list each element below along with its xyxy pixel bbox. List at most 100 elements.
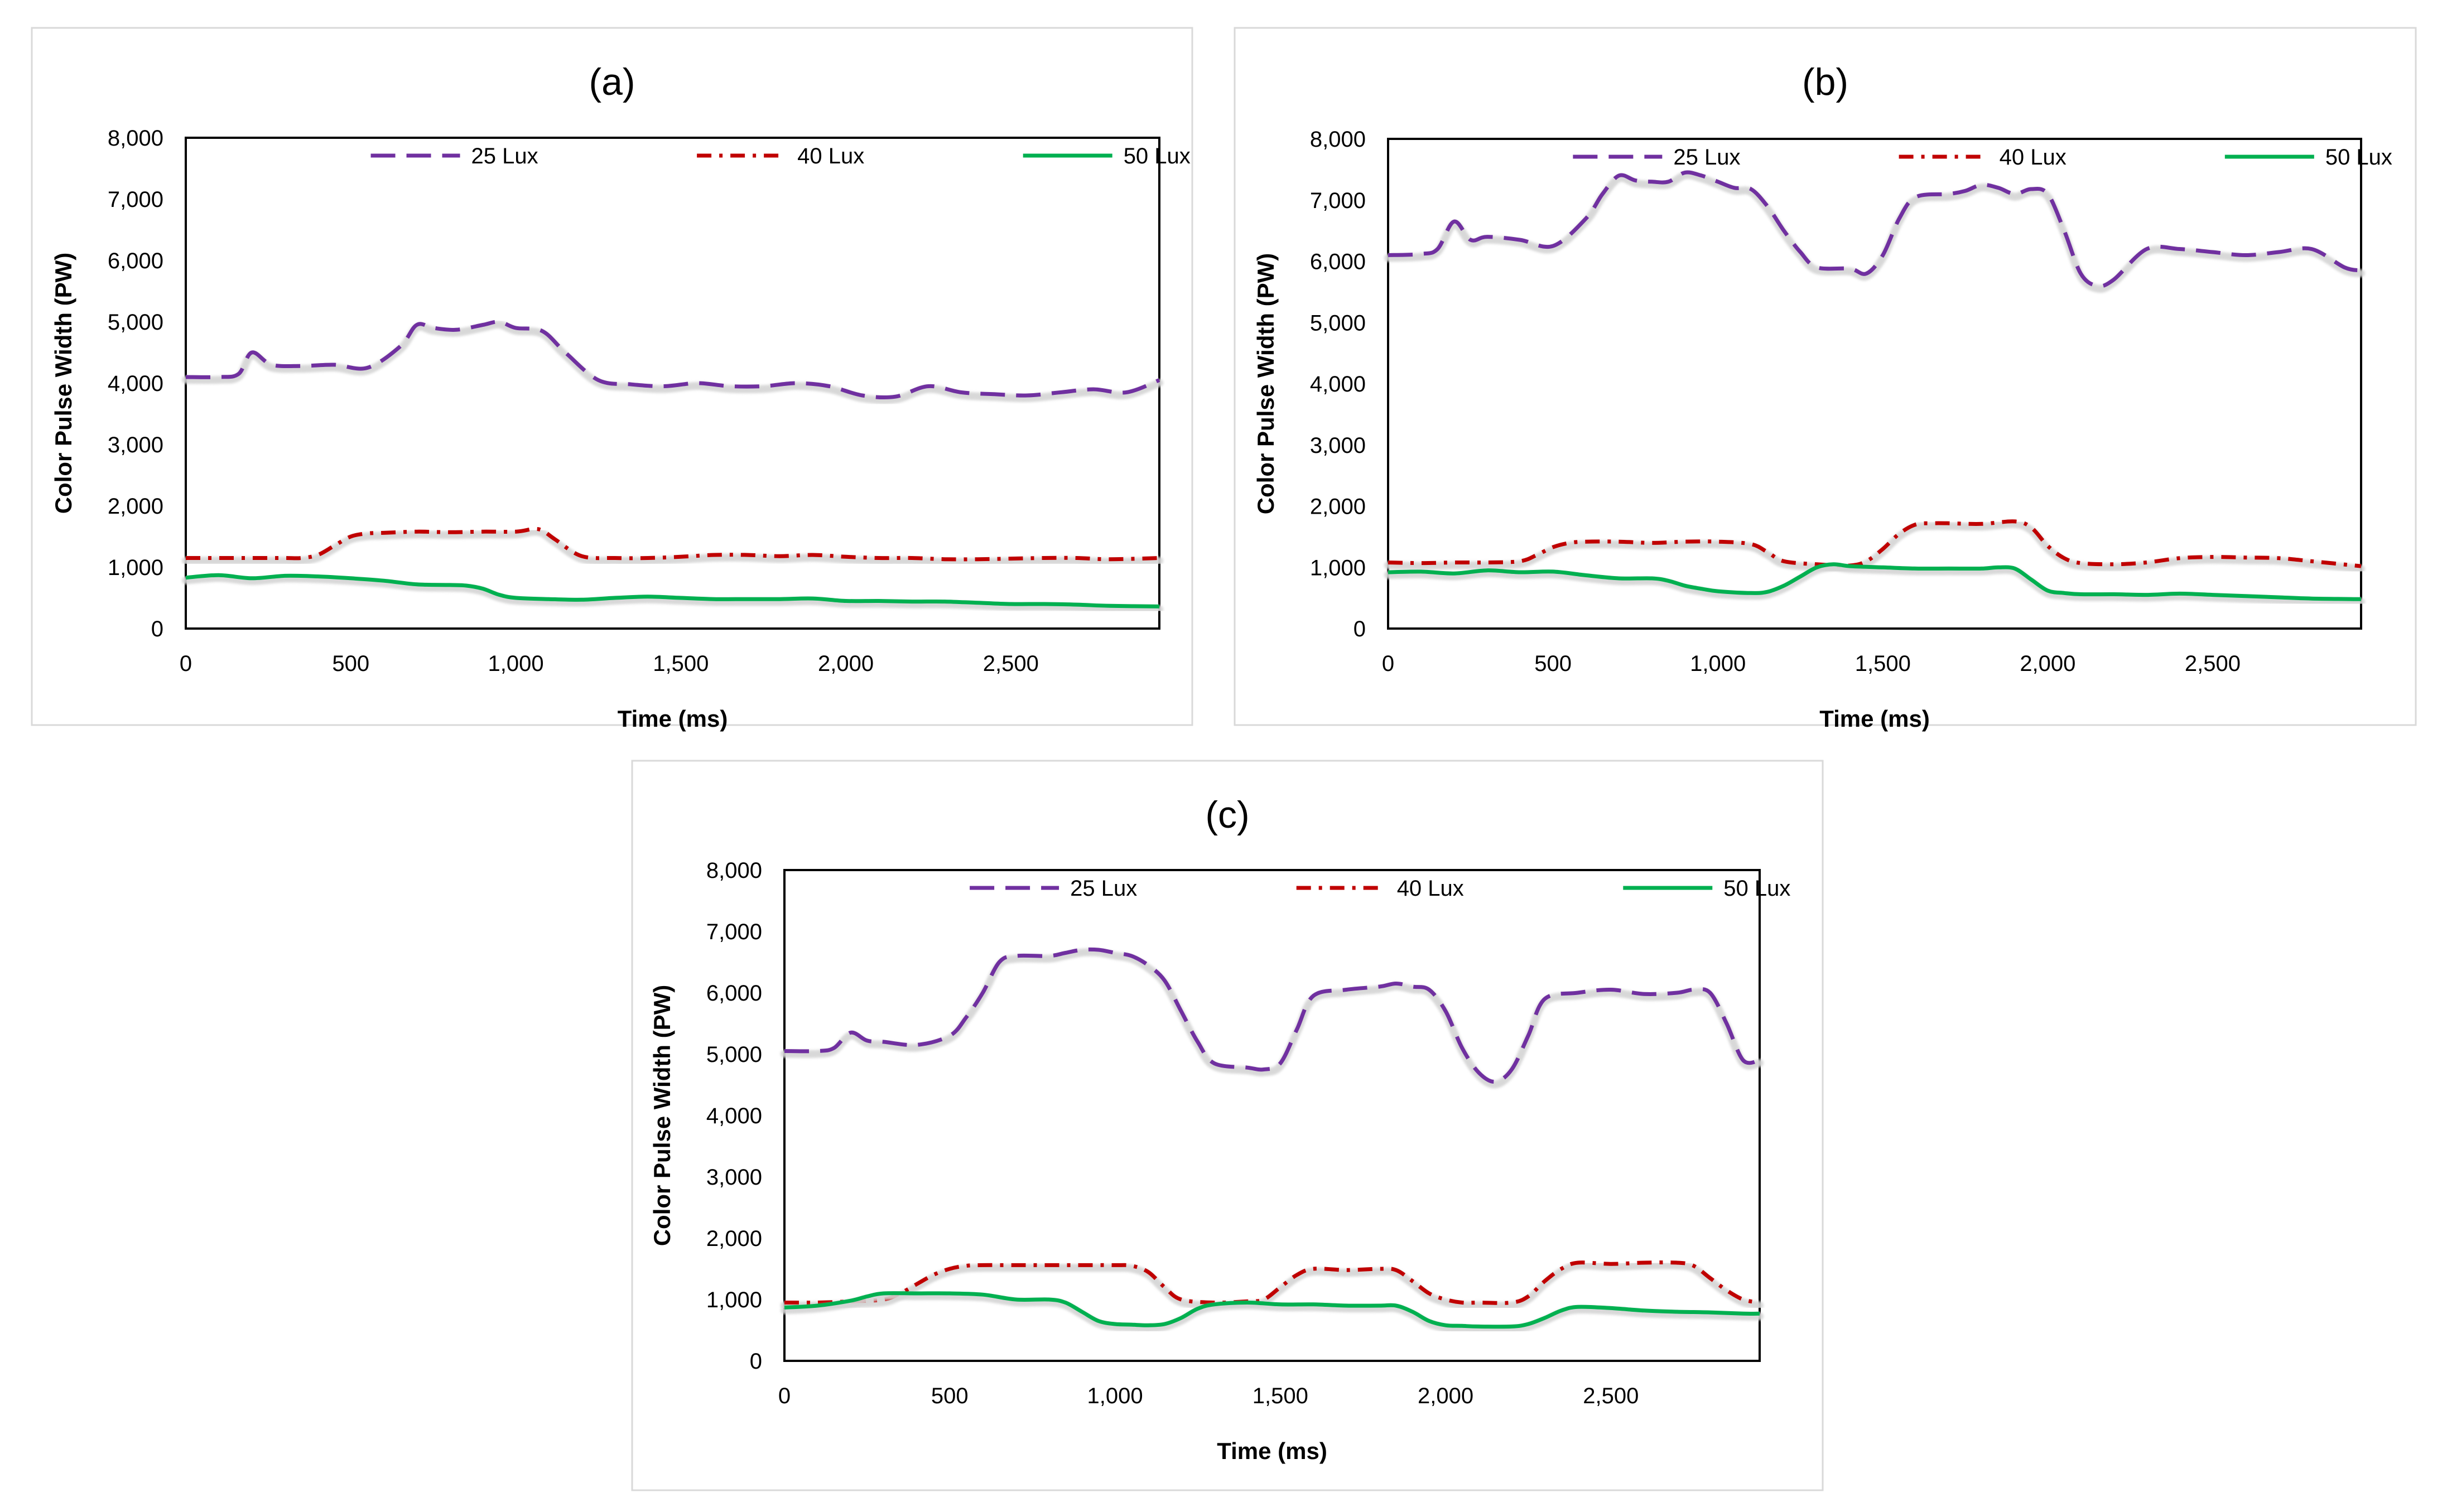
y-tick-label: 2,000: [706, 1226, 762, 1251]
plot-area-frame: [783, 869, 1761, 1362]
chart-title: (c): [1205, 794, 1249, 836]
chart-panel-a: (a) 0 1,000 2,000 3,000 4,000 5,000 6,000 7,000 8…: [31, 27, 1193, 732]
x-tick-label: 0: [1382, 651, 1394, 676]
legend-label: 50 Lux: [1124, 144, 1191, 168]
chart-title: (b): [1802, 61, 1848, 103]
series-shadow-50-lux: [1384, 563, 2365, 606]
y-axis-ticks: 0 1,000 2,000 3,000 4,000 5,000 6,000 7,000 8,00…: [108, 126, 163, 641]
y-tick-label: 6,000: [706, 981, 762, 1006]
x-tick-label: 1,000: [488, 651, 543, 676]
y-tick-label: 1,000: [1310, 555, 1366, 580]
legend-label: 40 Lux: [2000, 145, 2067, 170]
legend-label: 25 Lux: [471, 144, 538, 168]
legend-label: 50 Lux: [2325, 145, 2392, 170]
y-axis-ticks: 0 1,000 2,000 3,000 4,000 5,000 6,000 7,000 8,00…: [1310, 127, 1366, 641]
x-tick-label: 0: [778, 1384, 791, 1408]
y-tick-label: 8,000: [108, 126, 163, 151]
x-axis-label: Time (ms): [1819, 706, 1930, 732]
y-tick-label: 3,000: [706, 1165, 762, 1190]
series-line-25-lux: [185, 320, 1160, 400]
chart-panel-c: (c) 0 1,000 2,000 3,000 4,000 5,000 6,000 7,000 8…: [631, 760, 1824, 1491]
y-tick-label: 5,000: [1310, 311, 1366, 335]
x-axis-ticks: 0 500 1,000 1,500 2,000 2,500: [180, 651, 1039, 676]
legend-label: 25 Lux: [1070, 876, 1137, 901]
y-tick-label: 1,000: [706, 1288, 762, 1312]
series-shadow-40-lux: [781, 1261, 1764, 1310]
series-line-50-lux: [185, 573, 1160, 608]
y-tick-label: 7,000: [706, 920, 762, 944]
y-axis-ticks: 0 1,000 2,000 3,000 4,000 5,000 6,000 7,000 8,00…: [706, 858, 762, 1374]
series-shadow-25-lux: [1384, 171, 2365, 293]
y-tick-label: 0: [750, 1349, 762, 1374]
y-tick-label: 5,000: [706, 1042, 762, 1067]
panel-border: [1234, 27, 2417, 726]
y-axis-label: Color Pulse Width (PW): [649, 985, 675, 1247]
x-tick-label: 500: [332, 651, 369, 676]
series-shadow-40-lux: [182, 528, 1163, 566]
series-line-40-lux: [1388, 519, 2362, 568]
x-tick-label: 2,500: [2185, 651, 2241, 676]
y-tick-label: 7,000: [1310, 189, 1366, 213]
plot-area-frame: [1387, 138, 2362, 630]
series-shadow-25-lux: [182, 320, 1163, 404]
series-shadow-50-lux: [182, 574, 1163, 614]
y-tick-label: 6,000: [108, 249, 163, 273]
x-tick-label: 1,000: [1087, 1384, 1143, 1408]
series-line-50-lux: [1388, 562, 2362, 601]
series-line-25-lux: [1388, 170, 2362, 288]
x-tick-label: 2,500: [1583, 1384, 1639, 1408]
series-shadow-50-lux: [781, 1292, 1764, 1334]
y-tick-label: 1,000: [108, 555, 163, 580]
y-tick-label: 2,000: [1310, 495, 1366, 519]
x-tick-label: 1,500: [653, 651, 709, 676]
y-axis-label: Color Pulse Width (PW): [1253, 253, 1279, 515]
y-tick-label: 3,000: [108, 433, 163, 457]
legend-label: 40 Lux: [797, 144, 864, 168]
series-lines: [1384, 170, 2365, 606]
legend: 25 Lux 40 Lux 50 Lux: [970, 876, 1790, 901]
x-axis-ticks: 0 500 1,000 1,500 2,000 2,500: [778, 1384, 1639, 1408]
series-lines: [182, 320, 1163, 614]
y-axis-label: Color Pulse Width (PW): [50, 253, 76, 514]
x-axis-ticks: 0 500 1,000 1,500 2,000 2,500: [1382, 651, 2241, 676]
legend: 25 Lux 40 Lux 50 Lux: [370, 144, 1191, 168]
x-tick-label: 1,500: [1253, 1384, 1308, 1408]
legend: 25 Lux 40 Lux 50 Lux: [1573, 145, 2392, 170]
x-tick-label: 1,500: [1855, 651, 1911, 676]
x-tick-label: 2,000: [818, 651, 874, 676]
y-tick-label: 0: [1353, 617, 1366, 641]
series-line-50-lux: [784, 1291, 1760, 1329]
legend-label: 40 Lux: [1397, 876, 1464, 901]
x-tick-label: 2,000: [2020, 651, 2075, 676]
series-shadow-40-lux: [1384, 520, 2365, 573]
x-tick-label: 500: [1534, 651, 1572, 676]
x-tick-label: 1,000: [1690, 651, 1746, 676]
y-tick-label: 8,000: [706, 858, 762, 883]
legend-label: 50 Lux: [1723, 876, 1790, 901]
x-tick-label: 2,000: [1418, 1384, 1473, 1408]
y-tick-label: 4,000: [108, 371, 163, 396]
series-lines: [781, 947, 1764, 1334]
y-tick-label: 4,000: [706, 1104, 762, 1128]
y-tick-label: 7,000: [108, 187, 163, 212]
y-tick-label: 2,000: [108, 494, 163, 519]
charts-root: (a) 0 1,000 2,000 3,000 4,000 5,000 6,000 7,000 8…: [31, 27, 2417, 1491]
y-tick-label: 5,000: [108, 310, 163, 335]
chart-panel-b: (b) 0 1,000 2,000 3,000 4,000 5,000 6,000 7,000 8…: [1234, 27, 2417, 732]
x-axis-label: Time (ms): [618, 706, 728, 732]
x-tick-label: 2,500: [983, 651, 1039, 676]
x-axis-label: Time (ms): [1217, 1438, 1327, 1464]
y-tick-label: 6,000: [1310, 250, 1366, 274]
panel-border: [631, 760, 1824, 1491]
series-line-25-lux: [784, 947, 1760, 1084]
series-line-40-lux: [784, 1260, 1760, 1305]
x-tick-label: 500: [931, 1384, 969, 1408]
y-tick-label: 0: [151, 617, 163, 641]
y-tick-label: 4,000: [1310, 372, 1366, 397]
x-tick-label: 0: [180, 651, 192, 676]
y-tick-label: 3,000: [1310, 433, 1366, 458]
chart-title: (a): [589, 61, 635, 103]
y-tick-label: 8,000: [1310, 127, 1366, 152]
series-line-40-lux: [186, 527, 1160, 562]
